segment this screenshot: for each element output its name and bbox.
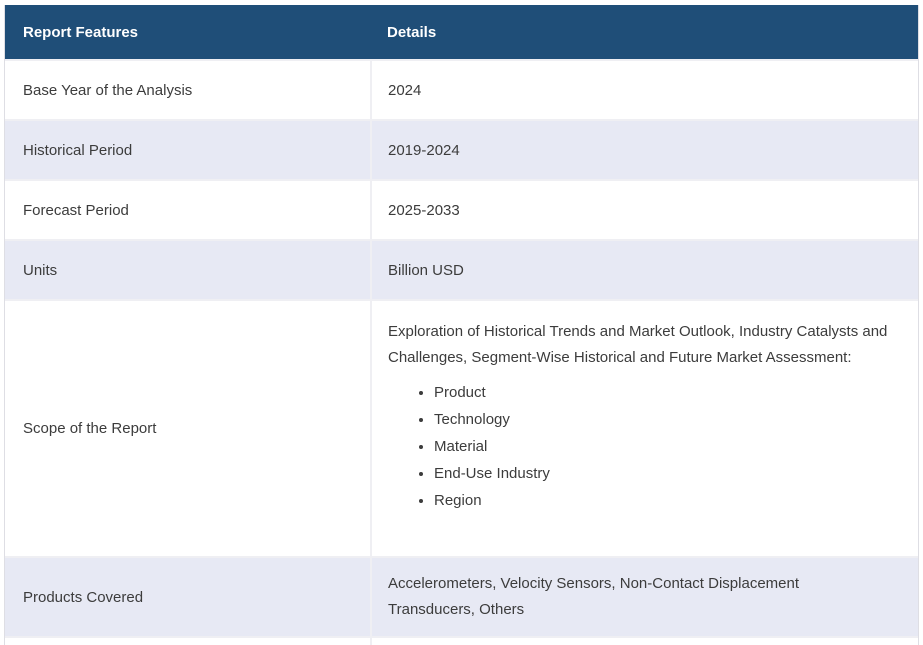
scope-bullet-list: Product Technology Material End-Use Indu… [388, 379, 888, 514]
scope-intro-text: Exploration of Historical Trends and Mar… [388, 323, 888, 366]
scope-bullet-material: Material [434, 433, 888, 460]
feature-label: Products Covered [5, 557, 372, 638]
column-header-details: Details [371, 5, 918, 61]
table-header-row: Report Features Details [5, 5, 918, 61]
table-row-products-covered: Products Covered Accelerometers, Velocit… [5, 557, 918, 638]
table-row-forecast-period: Forecast Period 2025-2033 [5, 180, 918, 241]
scope-bullet-technology: Technology [434, 406, 888, 433]
column-header-report-features: Report Features [5, 5, 371, 61]
feature-label: Base Year of the Analysis [5, 60, 372, 121]
report-features-table-container: Report Features Details Base Year of the… [4, 5, 919, 645]
detail-value: Billion USD [371, 240, 918, 301]
detail-value: 2025-2033 [371, 180, 918, 241]
scope-bullet-region: Region [434, 487, 888, 514]
detail-value: 2024 [371, 60, 918, 121]
detail-value: 2019-2024 [371, 120, 918, 181]
feature-label: Units [5, 240, 372, 301]
feature-label: Historical Period [5, 120, 372, 181]
scope-bullet-product: Product [434, 379, 888, 406]
table-row-historical-period: Historical Period 2019-2024 [5, 120, 918, 181]
detail-value: Accelerometers, Velocity Sensors, Non-Co… [371, 557, 918, 638]
feature-label: Forecast Period [5, 180, 372, 241]
table-row-units: Units Billion USD [5, 240, 918, 301]
table-row-partial [5, 637, 918, 645]
detail-value: Exploration of Historical Trends and Mar… [371, 300, 918, 558]
feature-label: Scope of the Report [5, 300, 372, 558]
table-row-base-year: Base Year of the Analysis 2024 [5, 60, 918, 121]
report-features-table: Report Features Details Base Year of the… [5, 5, 918, 645]
scope-bullet-end-use-industry: End-Use Industry [434, 460, 888, 487]
table-row-scope: Scope of the Report Exploration of Histo… [5, 300, 918, 558]
